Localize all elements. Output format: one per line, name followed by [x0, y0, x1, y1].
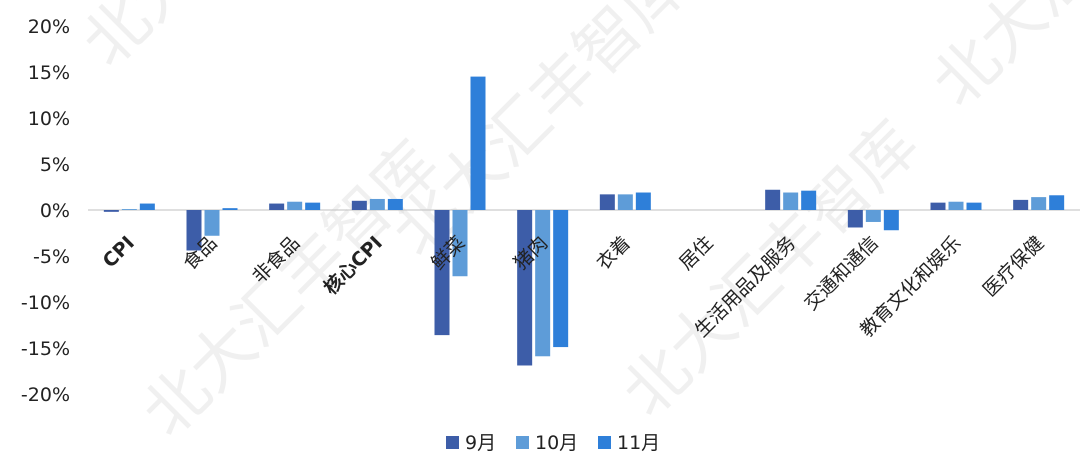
watermark-text: 北大汇丰智库: [919, 0, 1086, 121]
x-category-label: 衣着: [592, 232, 634, 274]
x-category-label: 食品: [179, 232, 221, 274]
bar: [222, 208, 238, 210]
bar: [369, 198, 385, 210]
bar: [847, 210, 863, 228]
y-tick-label: -20%: [21, 384, 70, 406]
bar: [121, 209, 137, 210]
bar: [535, 210, 551, 357]
legend-label: 9月: [465, 432, 496, 454]
y-tick-label: -15%: [21, 338, 70, 360]
bar: [103, 210, 119, 212]
watermark: 北大汇丰智库北大汇丰智库北大汇丰智库北大汇丰智库北大汇丰智库: [69, 0, 1086, 451]
bar: [599, 194, 615, 210]
legend-label: 10月: [535, 432, 578, 454]
y-tick-label: 15%: [28, 62, 70, 84]
y-axis-ticks: 20% 15% 10% 5% 0% -5% -10% -15% -20%: [21, 16, 70, 406]
bar: [139, 203, 155, 210]
bar: [765, 189, 781, 210]
bar: [865, 210, 881, 222]
bar: [948, 201, 964, 210]
bar: [434, 210, 450, 336]
bar: [269, 203, 285, 210]
bar: [351, 200, 367, 210]
legend-swatch: [598, 436, 611, 449]
y-tick-label: 0%: [40, 200, 70, 222]
x-category-label: CPI: [99, 232, 139, 272]
bar: [387, 198, 403, 210]
bar: [801, 190, 817, 210]
y-tick-label: 10%: [28, 108, 70, 130]
bar: [1049, 195, 1065, 210]
bar: [1013, 199, 1029, 210]
bar: [966, 202, 982, 210]
bar: [930, 202, 946, 210]
legend: 9月 10月 11月: [446, 432, 660, 454]
bar: [452, 210, 468, 277]
bar: [517, 210, 533, 366]
y-tick-label: -5%: [33, 246, 70, 268]
bar: [186, 210, 202, 251]
watermark-text: 北大汇丰智库: [129, 127, 453, 451]
bar: [635, 192, 651, 210]
bar: [287, 201, 303, 210]
watermark-text: 北大汇丰智库: [69, 0, 393, 81]
legend-label: 11月: [617, 432, 660, 454]
bar: [783, 192, 799, 210]
bar: [617, 194, 633, 210]
bar: [204, 210, 220, 236]
y-tick-label: 20%: [28, 16, 70, 38]
bar: [883, 210, 899, 231]
bar: [553, 210, 569, 348]
legend-swatch: [516, 436, 529, 449]
bars: [103, 76, 1065, 366]
x-category-label: 医疗保健: [979, 232, 1048, 301]
legend-swatch: [446, 436, 459, 449]
bar: [470, 76, 486, 210]
bar: [305, 202, 321, 210]
bar: [1031, 197, 1047, 210]
y-tick-label: 5%: [40, 154, 70, 176]
x-category-label: 居住: [675, 232, 717, 274]
y-tick-label: -10%: [21, 292, 70, 314]
